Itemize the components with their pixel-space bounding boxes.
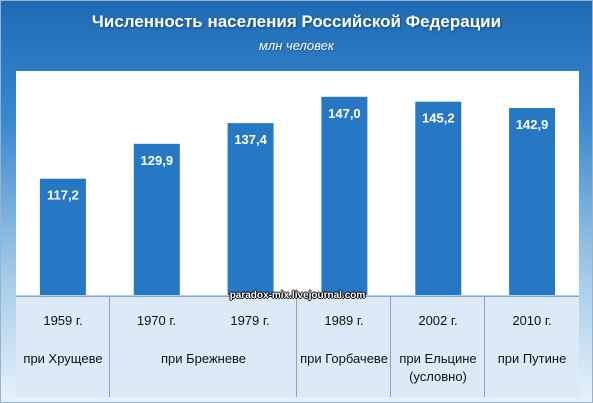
- bar-value-label-2002: 145,2: [422, 111, 455, 126]
- plot-area: 117,2 129,9 137,4 147,0 145,2 142,9: [16, 71, 579, 295]
- bar-2010: [509, 108, 556, 295]
- chart-subtitle: млн человек: [259, 38, 334, 53]
- era-label-khrushchev: при Хрущеве: [23, 351, 103, 366]
- era-label-yeltsin: при Ельцине (условно): [399, 351, 477, 384]
- era-label-gorbachev: при Горбачеве: [300, 351, 388, 366]
- bar-value-label-2010: 142,9: [516, 117, 549, 132]
- year-label-1970: 1970 г.: [136, 313, 177, 328]
- category-table: 1959 г. при Хрущеве 1970 г. 1979 г. при …: [16, 296, 579, 397]
- bar-1959: [39, 178, 86, 295]
- bar-value-label-1970: 129,9: [141, 153, 174, 168]
- bar-2002: [415, 101, 462, 295]
- bar-value-label-1959: 117,2: [47, 188, 79, 203]
- era-label-brezhnev: при Брежневе: [160, 351, 247, 366]
- chart-title: Численность населения Российской Федерац…: [91, 12, 502, 31]
- category-cell-1989: 1989 г. при Горбачеве: [297, 297, 391, 397]
- category-cell-2010: 2010 г. при Путине: [485, 297, 579, 397]
- year-label-1979: 1979 г.: [230, 313, 270, 328]
- category-cell-1959: 1959 г. при Хрущеве: [16, 297, 110, 397]
- bar-value-label-1979: 137,4: [234, 132, 267, 147]
- category-cell-2002: 2002 г. при Ельцине (условно): [391, 297, 485, 397]
- year-label-1989: 1989 г.: [324, 313, 364, 328]
- bar-1970: [133, 143, 180, 295]
- bar-1979: [227, 123, 274, 295]
- year-label-2002: 2002 г.: [418, 313, 458, 328]
- year-label-1959: 1959 г.: [43, 313, 83, 328]
- category-cell-1970-1979: 1970 г. 1979 г. при Брежневе: [110, 297, 297, 397]
- watermark: paradox-mix.livejournal.com: [229, 290, 366, 301]
- bar-chart: 117,2 129,9 137,4 147,0 145,2 142,9: [39, 96, 556, 295]
- year-label-2010: 2010 г.: [512, 313, 552, 328]
- bar-value-label-1989: 147,0: [328, 106, 361, 121]
- bar-1989: [321, 96, 368, 295]
- era-label-putin: при Путине: [497, 351, 567, 366]
